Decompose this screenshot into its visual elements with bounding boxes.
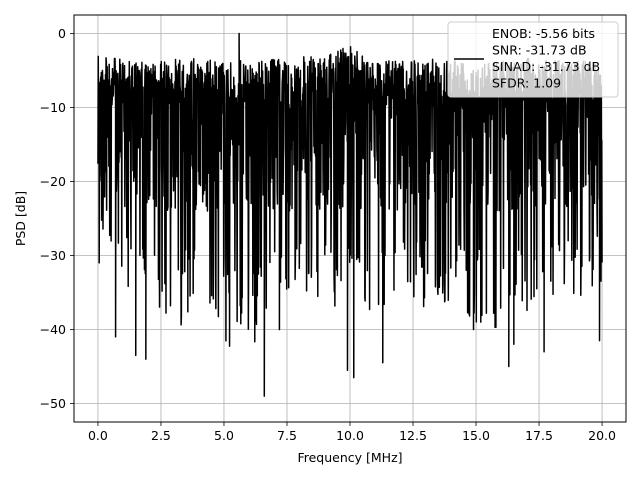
x-tick-label: 12.5 — [399, 428, 427, 443]
plot-area — [97, 32, 603, 397]
y-tick-label: −40 — [40, 322, 66, 337]
y-tick-label: −30 — [40, 248, 66, 263]
y-axis-label: PSD [dB] — [13, 191, 28, 246]
legend-enob: ENOB: -5.56 bits — [492, 26, 595, 41]
x-tick-label: 20.0 — [588, 428, 616, 443]
x-axis-label: Frequency [MHz] — [297, 450, 402, 465]
y-tick-label: 0 — [58, 26, 66, 41]
legend-snr: SNR: -31.73 dB — [492, 43, 587, 58]
x-tick-label: 10.0 — [336, 428, 364, 443]
y-tick-label: −20 — [40, 174, 66, 189]
x-tick-label: 17.5 — [525, 428, 553, 443]
legend-sinad: SINAD: -31.73 dB — [492, 59, 600, 74]
legend-box — [447, 21, 619, 98]
psd-series-line — [97, 32, 603, 397]
x-tick-label: 15.0 — [462, 428, 490, 443]
legend: ENOB: -5.56 bits SNR: -31.73 dB SINAD: -… — [447, 21, 619, 98]
x-axis: 0.0 2.5 5.0 7.5 10.0 12.5 15.0 17.5 20.0 — [88, 422, 616, 443]
y-tick-label: −10 — [40, 100, 66, 115]
x-tick-label: 5.0 — [214, 428, 234, 443]
y-tick-label: −50 — [40, 396, 66, 411]
x-tick-label: 7.5 — [277, 428, 297, 443]
legend-sfdr: SFDR: 1.09 — [492, 76, 561, 91]
y-axis: 0 −10 −20 −30 −40 −50 — [40, 26, 74, 411]
x-tick-label: 2.5 — [151, 428, 171, 443]
x-tick-label: 0.0 — [88, 428, 108, 443]
